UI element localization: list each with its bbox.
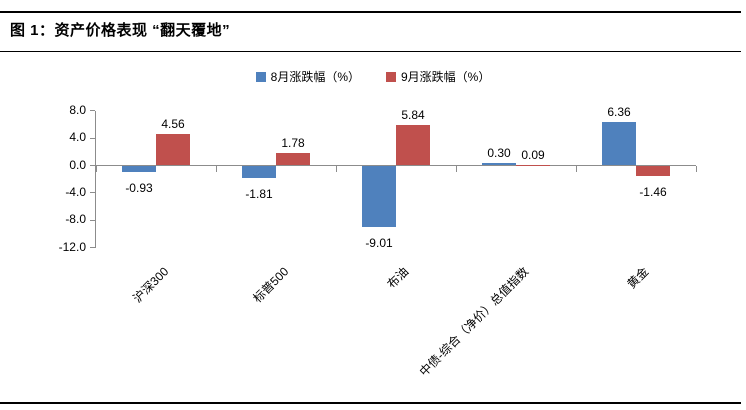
bar-value-label: 5.84 <box>401 108 425 123</box>
bar-value-label: 0.09 <box>521 147 545 162</box>
category-label: 中债-综合（净价）总值指数 <box>416 264 532 379</box>
bar-value-label: -1.46 <box>639 184 667 199</box>
x-axis-tick <box>696 165 697 172</box>
bar-value-label: -0.93 <box>125 180 153 195</box>
category-label: 黄金 <box>624 264 652 292</box>
y-axis-tick <box>90 192 95 194</box>
category-label: 沪深300 <box>130 264 172 306</box>
y-axis-tick <box>90 247 95 249</box>
x-axis-line <box>96 165 696 166</box>
legend-swatch-icon <box>386 71 396 82</box>
x-axis-tick <box>456 165 457 172</box>
x-axis-tick <box>96 165 97 172</box>
y-axis-tick <box>90 137 95 139</box>
bottom-divider <box>0 402 741 404</box>
x-axis-tick <box>216 165 217 172</box>
category-label: 标普500 <box>250 264 292 306</box>
bar-sep <box>396 125 430 166</box>
bar-value-label: -9.01 <box>365 236 393 251</box>
bar-value-label: 1.78 <box>281 136 305 151</box>
legend-item-sep: 9月涨跌幅（%） <box>386 68 490 85</box>
y-axis-tick <box>90 110 95 112</box>
y-axis-tick-label: 4.0 <box>69 130 86 145</box>
bar-sep <box>276 153 310 166</box>
legend-label: 8月涨跌幅（%） <box>270 70 360 84</box>
x-axis-tick <box>576 165 577 172</box>
legend-label: 9月涨跌幅（%） <box>401 70 491 84</box>
bar-aug <box>242 165 276 178</box>
bar-aug <box>482 163 516 166</box>
bar-value-label: -1.81 <box>245 186 273 201</box>
bar-aug <box>602 121 636 166</box>
bar-value-label: 4.56 <box>161 117 185 132</box>
y-axis-tick-label: 0.0 <box>69 157 86 172</box>
category-label: 布油 <box>384 264 412 292</box>
bar-sep <box>516 164 550 166</box>
bar-value-label: 6.36 <box>607 104 631 119</box>
bar-aug <box>122 165 156 172</box>
x-axis-tick <box>336 165 337 172</box>
y-axis-tick <box>90 165 95 166</box>
y-axis-tick-label: -12.0 <box>58 239 86 254</box>
top-divider <box>0 11 741 13</box>
y-axis-tick <box>90 219 95 221</box>
y-axis-tick-label: -4.0 <box>65 184 86 199</box>
figure-title: 图 1：资产价格表现 “翻天覆地” <box>10 22 231 39</box>
y-axis-tick-label: -8.0 <box>65 212 86 227</box>
legend-swatch-icon <box>255 71 266 82</box>
bar-sep <box>636 165 670 176</box>
title-divider <box>0 51 741 52</box>
bar-sep <box>156 134 190 166</box>
chart-legend: 8月涨跌幅（%） 9月涨跌幅（%） <box>0 68 746 85</box>
y-axis-tick-label: 8.0 <box>69 102 86 117</box>
bar-aug <box>362 165 396 228</box>
legend-item-aug: 8月涨跌幅（%） <box>255 68 360 85</box>
bar-value-label: 0.30 <box>487 146 511 161</box>
y-axis-line <box>95 110 96 248</box>
